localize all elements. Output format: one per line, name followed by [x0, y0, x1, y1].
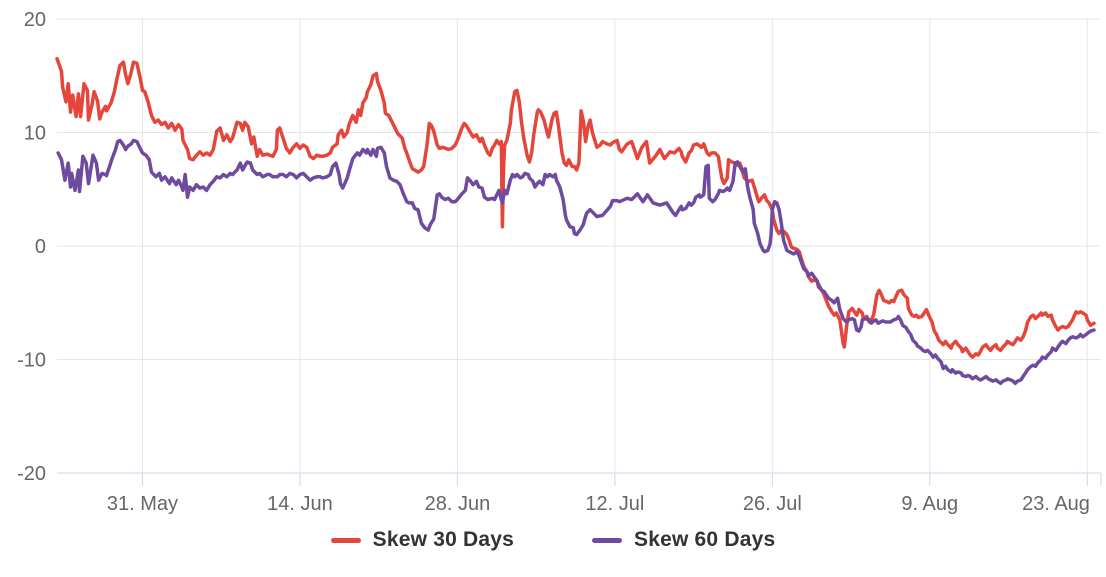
legend-line-swatch-purple	[592, 537, 622, 543]
legend-item-skew-60-days[interactable]: Skew 60 Days	[592, 528, 775, 552]
legend-label: Skew 30 Days	[372, 528, 514, 551]
y-axis-tick-label: -10	[17, 350, 46, 372]
series-line-skew-30-days	[55, 56, 1096, 359]
y-axis-tick-label: -20	[17, 463, 46, 485]
legend-line-swatch-red	[330, 537, 361, 543]
x-axis-tick-label: 26. Jul	[743, 493, 802, 515]
chart-legend: Skew 30 Days Skew 60 Days	[0, 528, 1106, 552]
y-axis-tick-label: 0	[35, 236, 46, 258]
legend-item-skew-30-days[interactable]: Skew 30 Days	[330, 528, 514, 552]
series-line-skew-60-days	[56, 138, 1096, 386]
x-axis-tick-label: 28. Jun	[425, 493, 491, 515]
y-axis-tick-label: 20	[24, 9, 46, 31]
x-axis-tick-label: 14. Jun	[267, 493, 333, 515]
x-axis-tick-label: 9. Aug	[901, 493, 958, 515]
x-axis-tick-label: 31. May	[107, 493, 178, 515]
x-axis-tick-label: 12. Jul	[585, 493, 644, 515]
y-axis-tick-label: 10	[24, 123, 46, 145]
x-axis-tick-label: 23. Aug	[1022, 493, 1090, 515]
legend-label: Skew 60 Days	[634, 528, 776, 551]
